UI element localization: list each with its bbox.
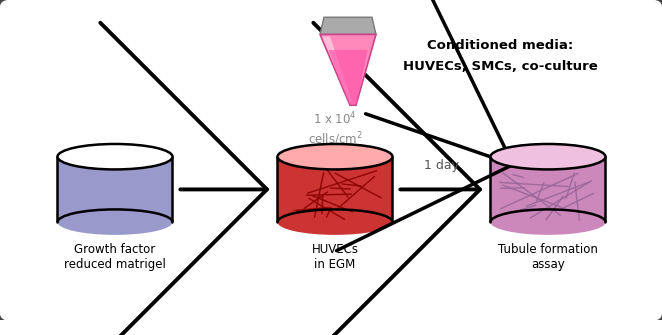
Ellipse shape — [58, 144, 173, 170]
Ellipse shape — [491, 209, 606, 235]
Text: 1 x 10$^4$
cells/cm$^2$: 1 x 10$^4$ cells/cm$^2$ — [308, 111, 362, 148]
Polygon shape — [320, 35, 376, 105]
Text: HUVECs
in EGM: HUVECs in EGM — [312, 243, 359, 271]
Ellipse shape — [58, 144, 173, 170]
Ellipse shape — [277, 144, 393, 170]
FancyBboxPatch shape — [0, 0, 662, 322]
Bar — [58, 157, 173, 222]
Text: Tubule formation
assay: Tubule formation assay — [498, 243, 598, 271]
Ellipse shape — [491, 144, 606, 170]
Polygon shape — [322, 37, 352, 103]
Text: HUVECs, SMCs, co-culture: HUVECs, SMCs, co-culture — [402, 61, 597, 73]
Ellipse shape — [58, 209, 173, 235]
Polygon shape — [320, 17, 376, 35]
Text: 1 day: 1 day — [424, 159, 459, 172]
Polygon shape — [328, 50, 367, 104]
Ellipse shape — [70, 178, 160, 216]
Text: Growth factor
reduced matrigel: Growth factor reduced matrigel — [64, 243, 166, 271]
Text: Conditioned media:: Conditioned media: — [427, 40, 573, 52]
Bar — [277, 157, 393, 222]
Bar — [491, 157, 606, 222]
Ellipse shape — [491, 144, 606, 170]
Ellipse shape — [277, 144, 393, 170]
Ellipse shape — [277, 209, 393, 235]
